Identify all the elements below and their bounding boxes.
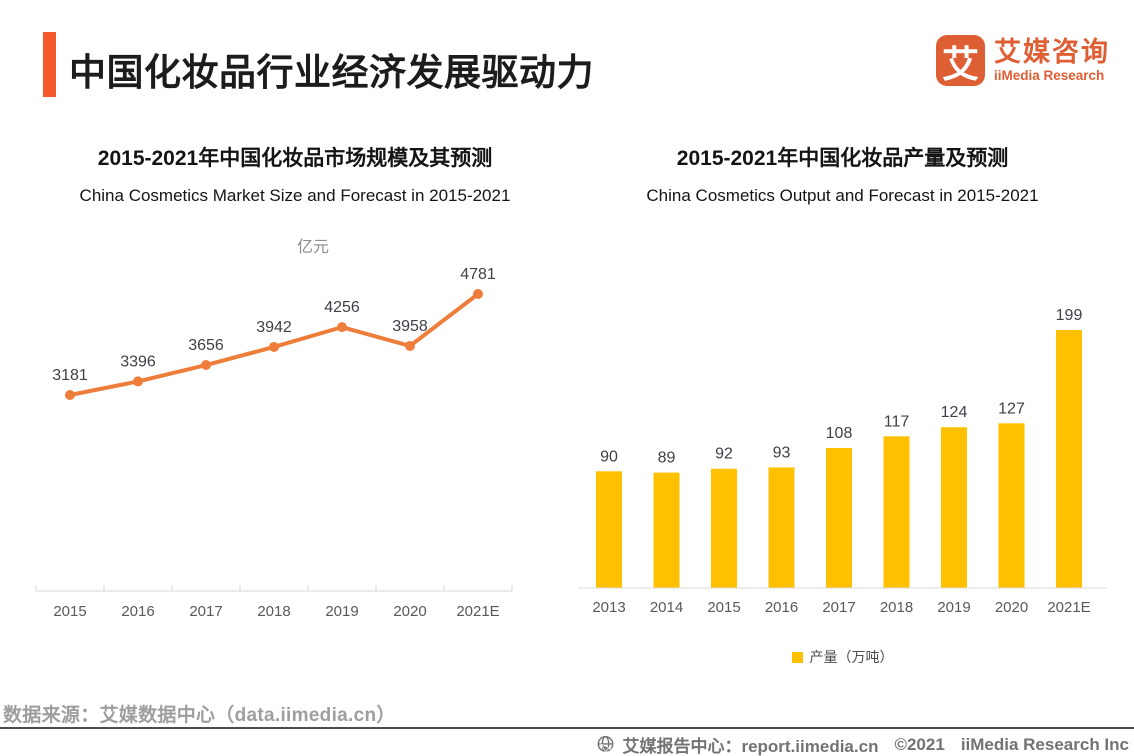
data-point-label: 3958 <box>392 318 428 335</box>
data-point-marker <box>269 341 279 352</box>
x-axis-label: 2019 <box>937 599 970 616</box>
bar <box>826 447 852 588</box>
x-axis-label: 2016 <box>121 603 154 620</box>
data-point-label: 3942 <box>256 319 292 336</box>
x-axis-label: 2019 <box>325 603 358 620</box>
x-axis-label: 2016 <box>765 599 798 616</box>
x-axis-label: 2020 <box>393 603 426 620</box>
data-point-label: 4781 <box>460 266 496 283</box>
chart-title-en: China Cosmetics Output and Forecast in 2… <box>646 186 1039 205</box>
x-axis-label: 2018 <box>880 599 913 616</box>
logo-text: 艾媒咨询 iiMedia Research <box>994 35 1110 84</box>
data-point-label: 124 <box>941 404 968 421</box>
data-point-label: 108 <box>826 425 853 442</box>
data-point-label: 92 <box>715 446 733 463</box>
output-chart-section: 2015-2021年中国化妆品产量及预测 China Cosmetics Out… <box>570 130 1115 206</box>
logo-name-zh: 艾媒咨询 <box>994 37 1110 67</box>
bar <box>653 472 680 588</box>
data-point-marker <box>133 376 143 387</box>
data-point-marker <box>405 340 415 351</box>
data-point-marker <box>337 322 347 333</box>
x-axis-label: 2018 <box>257 603 290 620</box>
data-point-label: 93 <box>773 444 791 461</box>
x-axis-label: 2014 <box>650 599 683 616</box>
footer-divider <box>0 727 1134 729</box>
bar <box>998 423 1025 588</box>
output-bar-chart: 90 2013 89 2014 92 2015 93 2016 108 2017 117 2018 12… <box>578 307 1107 616</box>
bar <box>596 471 622 588</box>
footer-credits: 艾媒报告中心：report.iimedia.cn ©2021 iiMedia R… <box>596 732 1129 756</box>
bar-chart-legend: 产量（万吨） <box>570 647 1115 667</box>
data-point-label: 3396 <box>120 353 156 370</box>
page-title: 中国化妆品行业经济发展驱动力 <box>69 52 594 93</box>
logo-mark-icon: 艾 <box>936 35 985 86</box>
x-axis-label: 2013 <box>592 599 625 616</box>
chart-title-zh: 2015-2021年中国化妆品产量及预测 <box>676 147 1009 170</box>
y-axis-unit-label: 亿元 <box>296 239 329 256</box>
legend-label: 产量（万吨） <box>809 649 894 665</box>
x-axis-label: 2017 <box>822 599 855 616</box>
data-point-marker <box>65 390 75 400</box>
x-axis-label: 2015 <box>53 603 86 620</box>
market-size-chart-section: 2015-2021年中国化妆品市场规模及其预测 China Cosmetics … <box>30 130 560 257</box>
copyright-text: ©2021 <box>894 734 945 754</box>
chart-title-zh: 2015-2021年中国化妆品市场规模及其预测 <box>97 147 493 170</box>
company-text: iiMedia Research Inc <box>960 734 1129 754</box>
chart-title-en: China Cosmetics Market Size and Forecast… <box>79 186 511 205</box>
data-point-label: 199 <box>1056 307 1083 324</box>
title-accent-bar <box>43 32 56 97</box>
report-center-text: 艾媒报告中心：report.iimedia.cn <box>622 737 879 756</box>
bar <box>941 427 967 588</box>
data-point-label: 3181 <box>52 367 88 384</box>
x-axis-label: 2021E <box>1047 599 1090 616</box>
logo-mark-glyph: 艾 <box>942 43 979 85</box>
brand-logo: 艾 艾媒咨询 iiMedia Research <box>936 35 1110 86</box>
market-size-line-chart: 3181 2015 3396 2016 3656 2017 3942 2018 4256 2019… <box>35 266 513 620</box>
x-axis-label: 2021E <box>456 603 499 620</box>
data-point-marker <box>201 360 211 371</box>
x-axis-label: 2017 <box>189 603 222 620</box>
bar <box>1056 330 1082 588</box>
data-point-label: 127 <box>998 400 1025 417</box>
data-point-label: 90 <box>600 448 618 465</box>
bar <box>883 436 910 588</box>
logo-name-en: iiMedia Research <box>994 68 1105 84</box>
data-point-marker <box>473 289 483 299</box>
x-axis-label: 2020 <box>995 599 1028 616</box>
legend-swatch <box>791 652 803 663</box>
data-source-note: 数据来源：艾媒数据中心（data.iimedia.cn） <box>3 705 396 726</box>
data-point-label: 4256 <box>324 299 360 316</box>
data-point-label: 3656 <box>188 337 224 354</box>
globe-cursor-icon <box>596 735 615 754</box>
bar <box>768 467 795 588</box>
bar <box>711 468 737 588</box>
data-point-label: 117 <box>884 413 910 430</box>
x-axis-label: 2015 <box>707 599 740 616</box>
data-point-label: 89 <box>658 450 676 467</box>
